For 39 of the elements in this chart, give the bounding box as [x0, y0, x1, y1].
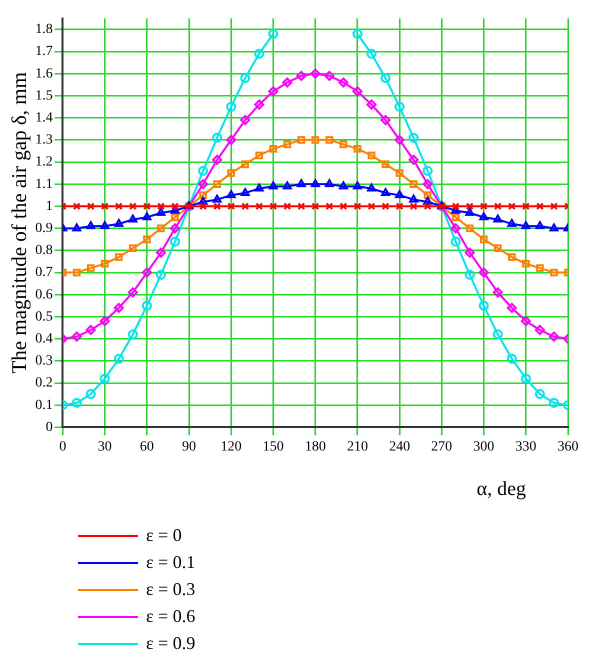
x-tick-label: 330	[515, 439, 536, 454]
y-tick-label: 1.8	[35, 22, 53, 38]
x-tick-label: 90	[182, 439, 196, 454]
y-axis-title: The magnitude of the air gap δ, mm	[7, 72, 32, 374]
y-tick-label: 0.2	[35, 376, 53, 391]
y-tick-label: 1.2	[35, 154, 53, 170]
x-tick-label: 360	[558, 439, 578, 454]
y-tick-label: 0.5	[35, 309, 53, 324]
x-tick-label: 210	[346, 439, 368, 454]
legend-label: ε = 0.9	[146, 633, 196, 654]
y-tick-label: 0.6	[35, 287, 53, 302]
y-tick-label: 1.3	[35, 132, 53, 148]
x-tick-label: 270	[431, 439, 452, 454]
x-tick-label: 150	[262, 439, 284, 454]
legend-label: ε = 0.6	[146, 606, 196, 627]
legend-label: ε = 0	[146, 525, 182, 546]
x-tick-label: 0	[59, 439, 66, 454]
y-tick-label: 1.5	[35, 88, 53, 104]
y-tick-label: 1.1	[35, 176, 53, 192]
x-tick-label: 240	[389, 439, 410, 454]
y-tick-label: 0.4	[35, 331, 53, 346]
x-tick-label: 180	[304, 439, 326, 454]
x-tick-label: 60	[140, 439, 154, 454]
y-tick-label: 1.6	[35, 66, 53, 82]
y-tick-label: 1	[46, 198, 53, 214]
x-tick-label: 30	[98, 439, 112, 454]
y-tick-label: 0.3	[35, 354, 53, 369]
legend-label: ε = 0.1	[146, 552, 196, 573]
y-tick-label: 1.4	[35, 110, 53, 126]
legend-label: ε = 0.3	[146, 579, 196, 600]
y-tick-label: 0.1	[35, 398, 53, 413]
y-tick-label: 0.8	[35, 243, 53, 258]
x-axis-title: α, deg	[476, 478, 527, 501]
x-tick-label: 120	[220, 439, 242, 454]
y-tick-label: 0.9	[35, 220, 53, 236]
x-tick-label: 300	[473, 439, 494, 454]
y-tick-label: 0.7	[35, 265, 53, 280]
y-tick-label: 0	[46, 420, 53, 435]
y-tick-label: 1.7	[35, 44, 53, 60]
